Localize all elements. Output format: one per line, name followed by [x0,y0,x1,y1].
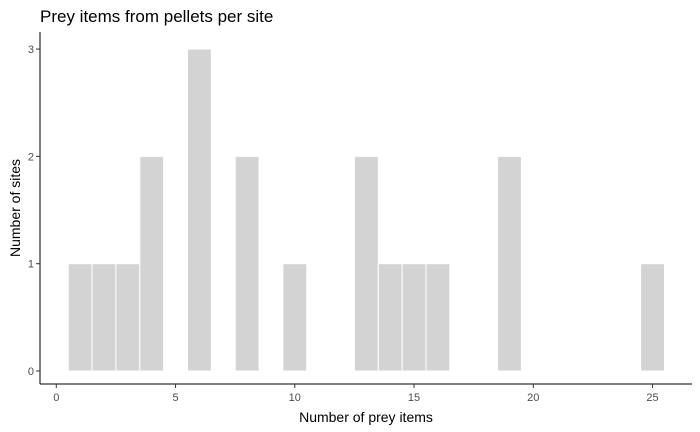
y-tick-label: 2 [28,151,34,163]
y-tick-label: 1 [28,259,34,271]
y-tick-label: 0 [28,366,34,378]
bar-1 [67,263,93,372]
bar-10 [282,263,308,372]
x-tick-label: 25 [646,392,658,404]
x-tick-label: 5 [172,392,178,404]
bar-15 [401,263,427,372]
y-ticks-group: 0 1 2 3 [28,44,40,378]
chart-title: Prey items from pellets per site [40,7,273,26]
bar-16 [425,263,451,372]
x-tick-label: 10 [289,392,301,404]
bar-25 [640,263,665,372]
bar-4 [139,155,165,372]
bar-13 [353,155,379,372]
bar-19 [497,155,522,372]
bar-6 [186,48,212,372]
x-tick-label: 0 [53,392,59,404]
y-axis-title: Number of sites [7,159,23,257]
x-tick-label: 20 [527,392,539,404]
x-axis-title: Number of prey items [299,409,433,425]
bars-group [67,48,665,372]
bar-2 [91,263,117,372]
bar-14 [377,263,403,372]
bar-3 [115,263,141,372]
x-tick-label: 15 [408,392,420,404]
bar-8 [234,155,260,372]
y-tick-label: 3 [28,44,34,56]
x-ticks-group: 0 5 10 15 20 25 [53,384,659,404]
